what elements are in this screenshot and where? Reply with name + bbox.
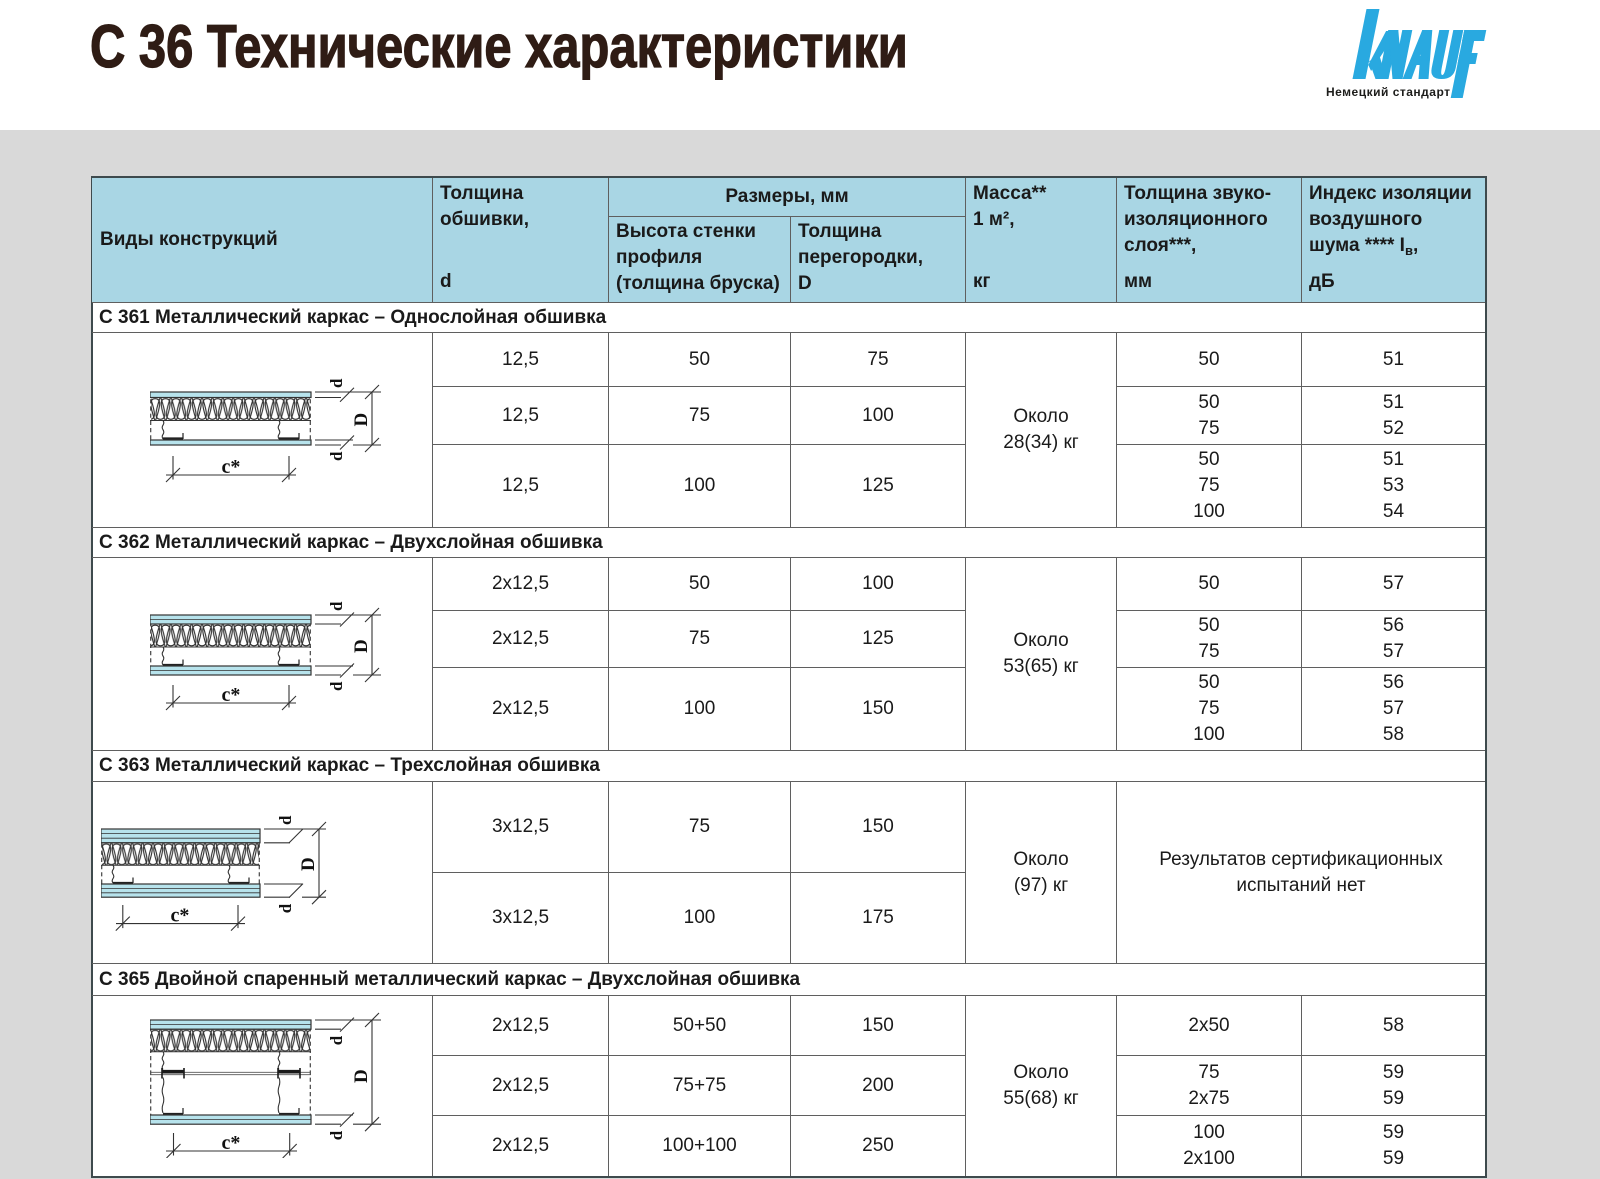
svg-text:c*: c* (222, 1132, 241, 1154)
svg-text:D: D (351, 1069, 372, 1083)
svg-text:d: d (327, 1130, 346, 1140)
svg-text:d: d (327, 451, 346, 461)
svg-text:d: d (327, 601, 346, 611)
svg-text:d: d (327, 378, 346, 388)
svg-text:c*: c* (222, 456, 241, 478)
svg-text:c*: c* (171, 905, 190, 927)
svg-text:Немецкий стандарт: Немецкий стандарт (1326, 85, 1451, 99)
svg-text:d: d (327, 681, 346, 691)
svg-text:d: d (327, 1035, 346, 1045)
svg-text:D: D (351, 413, 372, 427)
svg-text:d: d (276, 903, 295, 913)
svg-text:d: d (276, 815, 295, 825)
svg-text:D: D (351, 639, 372, 653)
svg-text:D: D (298, 857, 319, 871)
svg-text:c*: c* (222, 684, 241, 706)
